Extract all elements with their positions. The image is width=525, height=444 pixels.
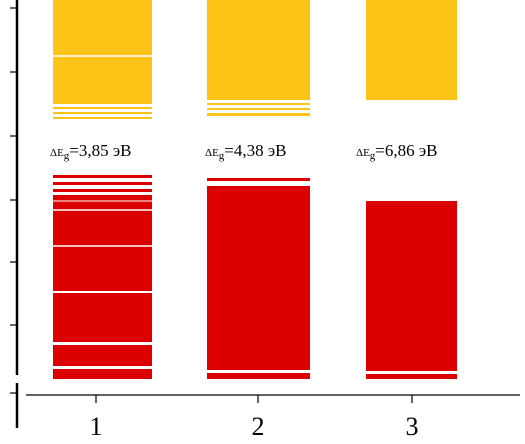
conduction-band-block [207,0,310,100]
valence-band-level [53,189,152,192]
conduction-band-level [53,112,152,114]
conduction-band-1 [53,0,152,119]
band-gap-label-2: ΔEg=4,38 эВ [205,137,287,165]
gap-subscript: g [369,150,376,162]
valence-band-block [366,201,457,371]
conduction-band-level [53,107,152,109]
conduction-band-level [53,117,152,119]
band-gap-label-3: ΔEg=6,86 эВ [356,137,438,165]
valence-band-3 [366,201,457,379]
valence-band-level [207,373,310,379]
valence-band-block [53,195,152,342]
y-axis [10,0,19,428]
x-tick-label-2: 2 [251,412,265,441]
gap-subscript: g [63,150,70,162]
conduction-band-3 [366,0,457,100]
valence-band-level [366,374,457,379]
valence-band-1 [53,175,152,379]
valence-band-level [53,175,152,178]
gap-value: =4,38 эВ [224,141,287,160]
x-tick-label-1: 1 [89,412,103,441]
valence-band-block [207,186,310,370]
x-axis [26,394,520,403]
gap-value: =3,85 эВ [69,141,132,160]
delta-symbol: ΔE [356,147,370,159]
gap-value: =6,86 эВ [375,141,438,160]
conduction-band-block [366,0,457,100]
delta-symbol: ΔE [50,147,64,159]
band-gap-label-1: ΔEg=3,85 эВ [50,137,132,165]
conduction-band-block [53,0,152,104]
valence-band-block [53,345,152,366]
gap-subscript: g [218,150,225,162]
delta-symbol: ΔE [205,147,219,159]
valence-band-level [207,178,310,181]
valence-band-level [53,369,152,379]
valence-band-level [53,182,152,185]
valence-band-2 [207,178,310,379]
conduction-band-level [207,108,310,110]
conduction-band-level [207,103,310,105]
conduction-band-level [207,113,310,116]
x-tick-label-3: 3 [405,412,419,441]
conduction-band-2 [207,0,310,116]
